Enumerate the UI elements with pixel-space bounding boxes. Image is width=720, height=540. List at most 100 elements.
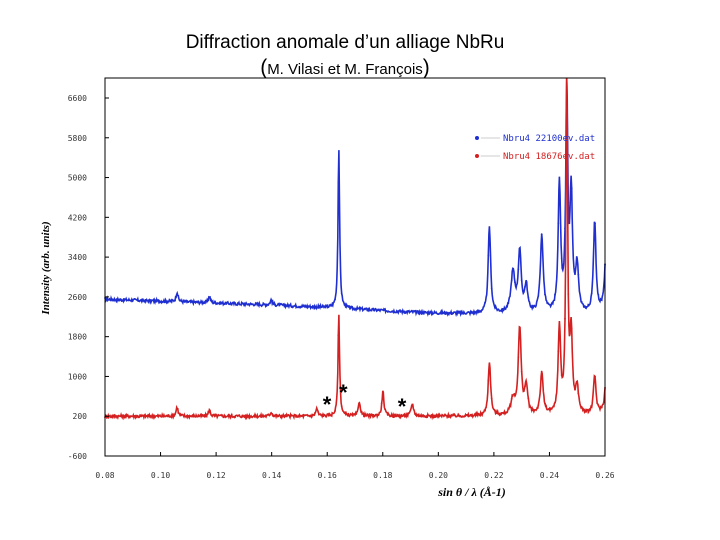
series-point	[170, 300, 173, 303]
series-point	[284, 414, 286, 417]
series-point	[537, 404, 540, 407]
series-point	[224, 415, 226, 417]
series-point	[290, 306, 293, 308]
series-point	[500, 308, 503, 311]
series-point	[247, 303, 250, 305]
x-tick-label: 0.12	[206, 471, 225, 480]
series-point	[287, 304, 290, 307]
series-point	[297, 415, 300, 418]
series-point	[157, 415, 160, 418]
series-point	[364, 412, 366, 415]
series-point	[480, 412, 483, 415]
series-point	[374, 308, 376, 310]
series-point	[270, 412, 273, 415]
series-point	[157, 299, 160, 301]
series-point	[414, 309, 416, 312]
series-point	[440, 312, 443, 315]
series-point	[397, 415, 400, 417]
series-point	[287, 414, 290, 416]
series-point	[127, 415, 130, 418]
series-point	[140, 415, 143, 418]
series-point	[114, 414, 116, 417]
series-point	[377, 414, 380, 416]
series-point	[234, 416, 236, 419]
series-point	[184, 415, 186, 418]
series-point	[460, 416, 463, 418]
series-point	[360, 410, 363, 413]
series-point	[584, 409, 586, 411]
series-point	[544, 293, 546, 296]
series-point	[560, 257, 563, 260]
series-point	[200, 301, 203, 303]
series-point	[260, 416, 263, 418]
series-point	[207, 299, 210, 302]
legend-marker	[475, 136, 479, 140]
y-tick-label: 1000	[68, 372, 87, 381]
series-point	[214, 413, 216, 416]
series-point	[574, 388, 576, 391]
legend-entry: Nbru4 22100ev.dat	[503, 134, 595, 144]
series-point	[477, 309, 480, 312]
series-point	[514, 394, 516, 397]
series-point	[230, 413, 233, 416]
series-point	[147, 414, 150, 417]
series-point	[247, 415, 250, 417]
series-point	[154, 416, 156, 418]
series-point	[300, 306, 303, 308]
plot-series	[104, 77, 606, 421]
series-point	[420, 312, 423, 315]
series-point	[367, 308, 370, 311]
series-point	[524, 385, 526, 388]
series-point	[207, 410, 210, 413]
series-point	[164, 415, 166, 418]
x-tick-label: 0.16	[318, 471, 337, 480]
series-point	[460, 310, 463, 313]
series-point	[567, 293, 570, 296]
x-axis-label: sin θ / λ (Å-1)	[437, 485, 506, 499]
series-point	[167, 414, 170, 416]
series-point	[580, 301, 583, 303]
y-tick-label: 5000	[68, 174, 87, 183]
series-point	[394, 311, 396, 314]
series-point	[204, 416, 206, 418]
series-point	[160, 415, 163, 418]
series-point	[550, 302, 553, 305]
x-tick-label: 0.26	[595, 471, 614, 480]
series-point	[374, 414, 376, 417]
series-point	[194, 415, 196, 418]
series-point	[227, 414, 230, 416]
series-point	[500, 412, 503, 414]
series-point	[264, 303, 266, 306]
series-point	[414, 413, 416, 415]
series-point	[144, 301, 146, 303]
series-point	[464, 415, 466, 418]
series-point	[264, 415, 266, 418]
series-point	[437, 414, 440, 416]
series-point	[350, 305, 353, 308]
series-point	[370, 309, 373, 312]
series-point	[470, 414, 473, 417]
series-point	[174, 413, 176, 416]
series-point	[424, 415, 426, 418]
series-point	[514, 281, 516, 284]
series-point	[434, 311, 436, 314]
series-point	[240, 416, 243, 419]
x-tick-label: 0.18	[373, 471, 392, 480]
series-point	[297, 306, 300, 309]
x-tick-label: 0.10	[151, 471, 170, 480]
series-point	[317, 411, 320, 414]
series-point	[204, 302, 206, 304]
series-point	[114, 299, 116, 301]
series-point	[347, 305, 350, 308]
series-point	[227, 302, 230, 305]
series-point	[337, 334, 340, 336]
series-point	[464, 312, 466, 315]
series-point	[217, 302, 220, 305]
annotations: * * *	[323, 380, 407, 419]
series-point	[527, 296, 530, 299]
series-point	[424, 310, 426, 313]
series-point	[314, 412, 316, 414]
series-point	[197, 414, 200, 417]
series-point	[357, 307, 360, 310]
series-point	[474, 413, 476, 415]
